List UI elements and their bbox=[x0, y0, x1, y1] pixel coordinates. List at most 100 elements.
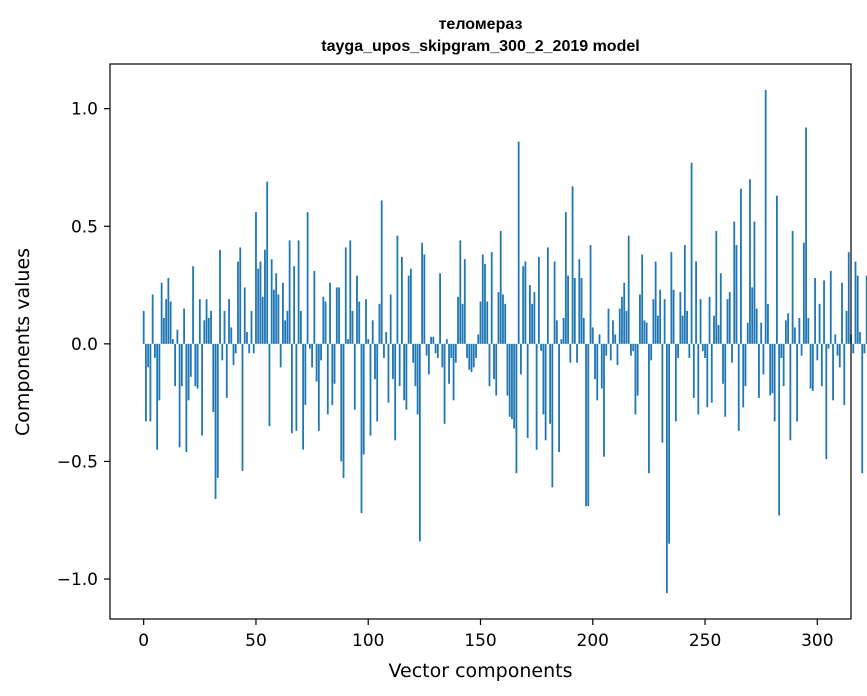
bar-component-184 bbox=[555, 320, 558, 344]
bar-component-101 bbox=[369, 343, 372, 436]
bar-component-14 bbox=[174, 343, 177, 387]
bar-component-280 bbox=[771, 343, 774, 394]
bar-component-154 bbox=[488, 343, 491, 387]
bar-component-8 bbox=[160, 282, 163, 344]
bar-component-77 bbox=[315, 343, 318, 382]
bar-component-82 bbox=[326, 343, 329, 415]
bar-component-219 bbox=[634, 343, 637, 415]
bar-component-228 bbox=[654, 261, 657, 344]
bar-component-148 bbox=[475, 343, 477, 358]
bar-component-30 bbox=[210, 310, 212, 344]
bar-component-116 bbox=[403, 343, 406, 401]
bar-component-128 bbox=[430, 336, 432, 344]
bar-component-96 bbox=[358, 301, 361, 344]
bar-component-163 bbox=[508, 343, 511, 417]
bar-component-123 bbox=[418, 343, 421, 542]
bar-component-85 bbox=[333, 343, 336, 384]
bar-component-57 bbox=[270, 259, 273, 344]
bar-component-209 bbox=[612, 320, 614, 344]
bar-component-88 bbox=[340, 343, 343, 462]
bar-component-131 bbox=[436, 343, 439, 358]
bar-component-120 bbox=[412, 343, 415, 363]
bar-component-0 bbox=[142, 310, 145, 344]
bar-component-216 bbox=[627, 235, 630, 344]
bar-component-45 bbox=[243, 287, 246, 344]
x-tick-label: 200 bbox=[577, 631, 609, 651]
bar-component-174 bbox=[533, 292, 536, 344]
bar-component-97 bbox=[360, 343, 363, 514]
bar-component-225 bbox=[648, 343, 650, 474]
bar-component-10 bbox=[165, 299, 168, 344]
bar-component-183 bbox=[553, 261, 556, 344]
bar-component-166 bbox=[515, 343, 518, 474]
bar-component-68 bbox=[295, 343, 298, 431]
y-tick-label: 0.5 bbox=[71, 217, 98, 237]
bar-component-44 bbox=[241, 343, 244, 471]
bar-component-151 bbox=[481, 254, 484, 344]
chart-title-line2: tayga_upos_skipgram_300_2_2019 model bbox=[321, 38, 639, 55]
bar-component-104 bbox=[376, 343, 379, 422]
bar-component-79 bbox=[320, 343, 322, 361]
bar-component-246 bbox=[695, 261, 697, 344]
x-tick-label: 150 bbox=[464, 631, 496, 651]
bar-component-243 bbox=[688, 343, 691, 358]
bar-component-223 bbox=[643, 320, 646, 344]
bar-component-226 bbox=[650, 343, 653, 361]
bar-component-316 bbox=[852, 343, 855, 354]
x-tick-label: 300 bbox=[801, 631, 833, 651]
bar-component-71 bbox=[302, 343, 305, 450]
y-tick-label: 1.0 bbox=[71, 100, 98, 120]
bar-component-26 bbox=[201, 343, 203, 436]
bar-component-257 bbox=[719, 273, 722, 344]
bar-component-193 bbox=[576, 343, 578, 363]
bar-component-160 bbox=[502, 294, 504, 344]
bar-component-189 bbox=[567, 275, 569, 344]
bar-component-36 bbox=[223, 310, 226, 344]
bar-component-5 bbox=[154, 343, 156, 358]
bar-component-302 bbox=[820, 343, 823, 387]
bar-component-267 bbox=[742, 343, 745, 408]
bar-component-42 bbox=[237, 261, 239, 344]
bar-component-177 bbox=[540, 343, 543, 351]
bar-component-179 bbox=[544, 343, 547, 441]
bar-component-80 bbox=[322, 296, 325, 344]
bar-component-286 bbox=[784, 320, 787, 344]
bar-component-196 bbox=[582, 317, 585, 344]
bar-component-322 bbox=[865, 275, 867, 344]
bar-component-182 bbox=[551, 343, 554, 488]
bar-component-83 bbox=[329, 282, 331, 344]
bar-component-158 bbox=[497, 292, 500, 344]
bar-component-146 bbox=[470, 343, 473, 373]
bar-component-212 bbox=[618, 308, 621, 344]
bar-component-186 bbox=[560, 339, 563, 344]
bar-component-58 bbox=[273, 289, 275, 344]
bar-component-18 bbox=[183, 308, 185, 344]
bar-component-2 bbox=[147, 343, 150, 368]
bar-component-78 bbox=[317, 343, 320, 431]
bar-component-230 bbox=[659, 289, 662, 344]
bar-component-103 bbox=[374, 343, 376, 380]
x-tick-label: 50 bbox=[245, 631, 267, 651]
bar-component-16 bbox=[178, 343, 181, 448]
bar-component-132 bbox=[439, 273, 441, 344]
bar-component-275 bbox=[760, 322, 763, 344]
bar-component-308 bbox=[834, 334, 837, 344]
bar-component-288 bbox=[789, 343, 792, 441]
bar-component-194 bbox=[578, 259, 581, 344]
bar-component-66 bbox=[290, 343, 293, 434]
bar-component-192 bbox=[573, 278, 576, 344]
bar-component-40 bbox=[232, 343, 235, 366]
bar-component-20 bbox=[187, 343, 190, 401]
bar-component-139 bbox=[454, 343, 457, 363]
bar-component-41 bbox=[234, 343, 237, 354]
x-axis-label: Vector components bbox=[389, 660, 573, 682]
bar-component-125 bbox=[423, 254, 426, 344]
bar-component-191 bbox=[571, 186, 574, 344]
bar-component-239 bbox=[679, 292, 682, 344]
bar-component-47 bbox=[248, 343, 251, 354]
bar-component-19 bbox=[185, 343, 188, 453]
bar-component-95 bbox=[356, 275, 358, 344]
bar-component-256 bbox=[717, 325, 720, 344]
bar-component-115 bbox=[401, 256, 403, 344]
